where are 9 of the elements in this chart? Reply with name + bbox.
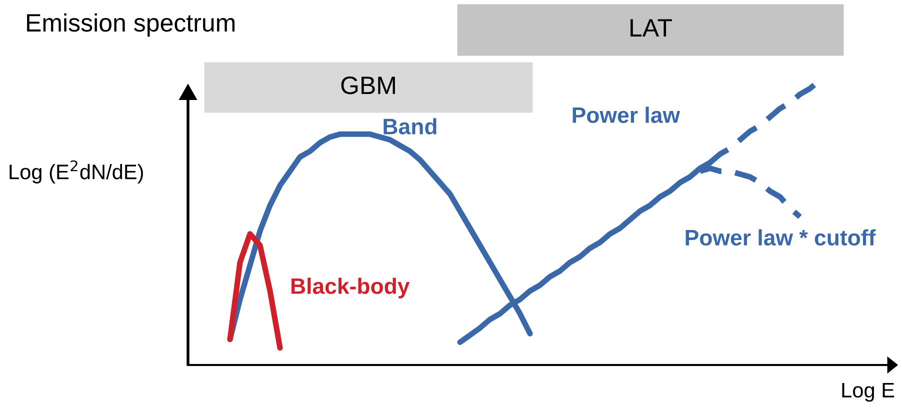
text: LAT xyxy=(630,19,672,36)
y-axis-title: Log (E$^{2}$dN/dE) xyxy=(10,160,143,184)
text: Power law xyxy=(572,106,680,124)
series-label: Black-body xyxy=(291,278,410,298)
chart-title: Emission spectrum xyxy=(27,13,235,37)
x-axis-title: Log E xyxy=(842,383,894,402)
series-label: Power law * cutoff xyxy=(686,229,876,246)
series-label: Band xyxy=(384,118,436,134)
annotation: GBM xyxy=(341,76,395,94)
